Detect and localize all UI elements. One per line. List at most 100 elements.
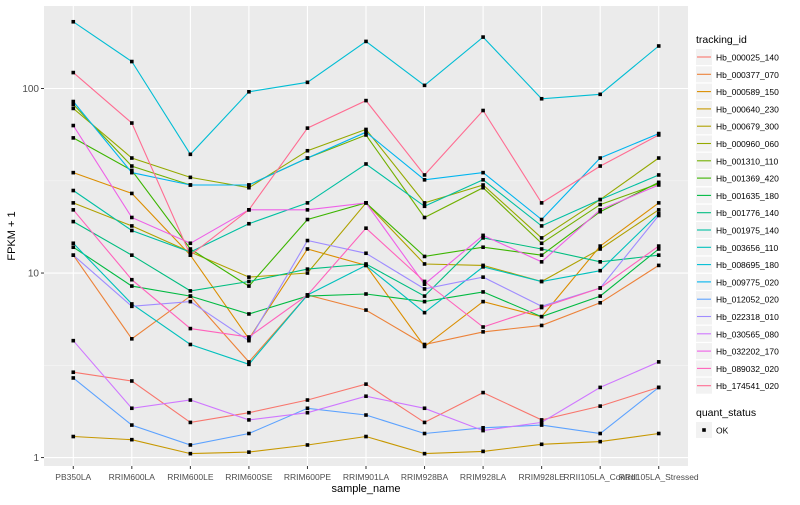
- data-point: [539, 241, 544, 246]
- data-point: [247, 185, 251, 190]
- data-point: [656, 183, 661, 187]
- data-point: [364, 434, 368, 439]
- data-point: [656, 180, 661, 185]
- data-point: [481, 265, 485, 269]
- data-point: [539, 217, 544, 222]
- data-point: [481, 325, 485, 329]
- data-point: [188, 175, 193, 180]
- data-point: [598, 404, 602, 408]
- data-point: [247, 312, 251, 316]
- data-point: [539, 279, 544, 284]
- data-point: [305, 217, 310, 222]
- legend-item-label: Hb_008695_180: [716, 260, 779, 270]
- legend-item-label: Hb_001776_140: [716, 208, 779, 218]
- data-point: [305, 410, 310, 415]
- x-tick-label: RRIM928LE: [518, 472, 565, 482]
- data-point: [598, 294, 602, 298]
- data-point: [247, 89, 251, 94]
- data-point: [656, 156, 661, 160]
- data-point: [598, 244, 602, 248]
- data-point: [481, 330, 485, 334]
- data-point: [247, 338, 251, 343]
- legend-shape-key: [702, 428, 706, 432]
- grid-lines: [44, 6, 688, 466]
- data-point: [364, 292, 368, 296]
- data-point: [422, 294, 427, 298]
- data-point: [247, 284, 251, 288]
- data-point: [598, 156, 602, 160]
- data-point: [305, 271, 310, 275]
- data-point: [422, 254, 427, 259]
- data-point: [188, 241, 193, 246]
- legend-item-label: Hb_000640_230: [716, 104, 779, 114]
- data-point: [656, 247, 661, 251]
- data-point: [364, 130, 368, 134]
- data-point: [481, 108, 485, 113]
- data-point: [188, 253, 193, 257]
- data-point: [598, 260, 602, 264]
- data-point: [71, 208, 76, 212]
- data-point: [305, 156, 310, 160]
- x-axis-title: sample_name: [331, 483, 400, 495]
- data-point: [422, 342, 427, 347]
- legend-item-label: Hb_022318_010: [716, 312, 779, 322]
- data-point: [539, 418, 544, 422]
- data-point: [130, 423, 134, 427]
- legend-item-label: Hb_000589_150: [716, 87, 779, 97]
- y-tick-label: 100: [22, 84, 39, 95]
- data-point: [481, 299, 485, 304]
- data-point: [130, 337, 134, 341]
- data-point: [130, 228, 134, 233]
- data-point: [305, 148, 310, 153]
- x-tick-label: RRIM600PE: [284, 472, 332, 482]
- legend-item-label: Hb_032202_170: [716, 347, 779, 357]
- data-point: [305, 293, 310, 297]
- data-point: [71, 370, 76, 375]
- data-point: [188, 183, 193, 187]
- data-point: [364, 127, 368, 132]
- data-point: [481, 449, 485, 454]
- data-point: [71, 123, 76, 128]
- data-point: [481, 178, 485, 182]
- data-point: [539, 236, 544, 240]
- data-point: [130, 156, 134, 160]
- legend-shape-title: quant_status: [696, 407, 756, 419]
- data-point: [130, 302, 134, 306]
- data-point: [422, 282, 427, 286]
- data-point: [422, 83, 427, 88]
- data-point: [481, 183, 485, 187]
- x-axis: PB350LA RRIM600LA RRIM600LE RRIM600SE RRIM60…: [55, 466, 699, 482]
- x-tick-label: RRIM600SE: [225, 472, 273, 482]
- x-tick-label: RRIM928LA: [460, 472, 507, 482]
- legend-item-label: Hb_089032_020: [716, 364, 779, 374]
- data-point: [188, 299, 193, 304]
- data-point: [539, 305, 544, 310]
- data-point: [656, 44, 661, 48]
- legend-item-label: Hb_174541_020: [716, 381, 779, 391]
- data-point: [598, 300, 602, 305]
- legend-item-label: Hb_030565_080: [716, 329, 779, 339]
- x-tick-label: PB350LA: [55, 472, 91, 482]
- data-point: [247, 418, 251, 422]
- data-point: [656, 213, 661, 218]
- data-point: [422, 262, 427, 266]
- data-point: [656, 211, 661, 216]
- data-point: [247, 337, 251, 341]
- data-point: [598, 208, 602, 212]
- data-point: [188, 443, 193, 447]
- data-point: [539, 224, 544, 228]
- data-point: [247, 183, 251, 187]
- data-point: [305, 267, 310, 271]
- data-point: [71, 434, 76, 439]
- data-point: [247, 362, 251, 367]
- data-point: [481, 35, 485, 39]
- data-point: [188, 420, 193, 425]
- data-point: [481, 275, 485, 279]
- legend-item-label: Hb_000679_300: [716, 122, 779, 132]
- legend-shape-items: OK: [696, 422, 729, 438]
- data-point: [539, 423, 544, 427]
- data-point: [71, 219, 76, 224]
- data-point: [364, 394, 368, 399]
- data-point: [539, 96, 544, 101]
- data-point: [422, 201, 427, 205]
